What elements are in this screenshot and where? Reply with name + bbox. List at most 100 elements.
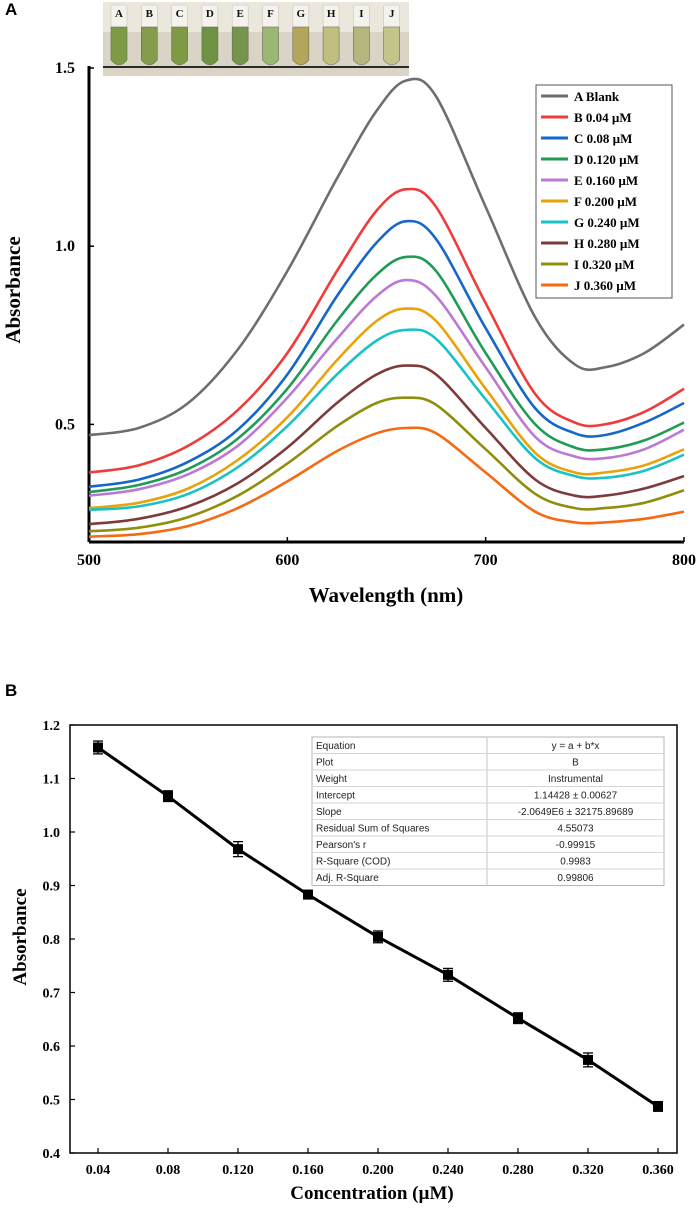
table-value: 0.99806 xyxy=(557,873,594,884)
panel-a-label: A xyxy=(5,0,17,19)
vial-label: B xyxy=(146,8,154,20)
table-value: 4.55073 xyxy=(557,824,594,835)
legend-label: I 0.320 µM xyxy=(574,257,635,272)
data-point xyxy=(443,969,453,980)
table-key: Pearson's r xyxy=(316,840,367,851)
y-tick-label: 1.0 xyxy=(43,826,61,841)
spectrum-curve-j xyxy=(88,426,685,538)
spectrum-curve-a xyxy=(88,77,685,437)
table-key: Plot xyxy=(316,758,333,769)
legend-label: G 0.240 µM xyxy=(574,215,640,230)
spectrum-curve-b xyxy=(88,187,685,474)
spectrum-curve-d xyxy=(88,255,685,494)
fit-statistics-table: Equation y = a + b*x Plot B Weight Instrument… xyxy=(311,736,665,886)
x-tick-label: 0.08 xyxy=(156,1163,181,1178)
vials-photo: A B C D E F G H I J xyxy=(103,2,409,76)
table-value: Instrumental xyxy=(548,774,603,785)
table-key: Intercept xyxy=(316,791,355,802)
panel-b-points xyxy=(93,740,663,1112)
table-value: y = a + b*x xyxy=(552,741,600,752)
vial-body xyxy=(383,26,400,66)
vial-label: D xyxy=(206,8,214,20)
table-value: 0.9983 xyxy=(560,857,591,868)
vial-label: C xyxy=(176,8,184,20)
data-point xyxy=(373,931,383,942)
panel-a-y-axis-title: Absorbance xyxy=(1,236,25,343)
legend-label: E 0.160 µM xyxy=(574,173,638,188)
legend-label: H 0.280 µM xyxy=(574,236,640,251)
table-value: 1.14428 ± 0.00627 xyxy=(534,791,618,802)
y-tick-label: 1.1 xyxy=(43,773,61,788)
data-point xyxy=(163,791,173,802)
x-tick-label: 800 xyxy=(672,552,696,569)
x-tick-label: 0.320 xyxy=(572,1163,604,1178)
x-tick-label: 500 xyxy=(77,552,101,569)
panel-b-y-axis-title: Absorbance xyxy=(10,888,31,985)
y-tick-label: 0.4 xyxy=(43,1147,61,1162)
vial-body xyxy=(141,26,158,66)
panel-a-curves xyxy=(88,77,685,538)
spectrum-curve-e xyxy=(88,278,685,497)
y-tick-label: 1.5 xyxy=(55,60,75,77)
vial-label: I xyxy=(359,8,363,20)
vial-body xyxy=(322,26,340,66)
data-point xyxy=(93,742,103,753)
y-tick-label: 1.0 xyxy=(55,238,75,255)
data-point xyxy=(513,1013,523,1024)
table-key: Weight xyxy=(316,774,347,785)
x-tick-label: 600 xyxy=(275,552,299,569)
x-tick-label: 0.280 xyxy=(502,1163,534,1178)
legend-label: C 0.08 µM xyxy=(574,131,632,146)
vials-group: A B C D E F G H I J xyxy=(110,4,401,66)
vial-body xyxy=(171,26,188,66)
panel-b-ticks: 0.04 0.08 0.120 0.160 0.200 0.240 0.280 0.320 0.… xyxy=(43,719,674,1178)
table-value: -0.99915 xyxy=(556,840,596,851)
vial-body xyxy=(201,26,219,66)
spectrum-curve-h xyxy=(88,364,685,526)
spectrum-curve-g xyxy=(88,328,685,512)
panel-a-chart: A B C D E F G H I J 500 600 700 800 0.5 1.0 1.5 A Blank… xyxy=(1,2,696,607)
legend-label: B 0.04 µM xyxy=(574,110,632,125)
legend-label: J 0.360 µM xyxy=(574,278,636,293)
x-tick-label: 0.240 xyxy=(432,1163,464,1178)
table-key: Residual Sum of Squares xyxy=(316,824,429,835)
panel-a-ticks: 500 600 700 800 0.5 1.0 1.5 xyxy=(55,60,696,569)
vial-label: E xyxy=(237,8,244,20)
panel-b-chart: 0.04 0.08 0.120 0.160 0.200 0.240 0.280 0.320 0.… xyxy=(10,719,678,1204)
vial-label: A xyxy=(115,8,123,20)
x-tick-label: 0.200 xyxy=(362,1163,394,1178)
y-tick-label: 0.9 xyxy=(43,880,61,895)
spectrum-curve-f xyxy=(88,307,685,510)
vial-body xyxy=(110,26,128,66)
panel-a-legend: A Blank B 0.04 µM C 0.08 µM D 0.120 µM E 0.1… xyxy=(535,84,673,299)
table-value: B xyxy=(572,758,579,769)
vial-body xyxy=(353,26,370,66)
legend-label: A Blank xyxy=(574,89,620,104)
vial-label: F xyxy=(267,8,274,20)
data-point xyxy=(583,1054,593,1065)
y-tick-label: 1.2 xyxy=(43,719,61,734)
data-point xyxy=(303,889,313,900)
table-value: -2.0649E6 ± 32175.89689 xyxy=(518,807,634,818)
table-key: Slope xyxy=(316,807,342,818)
table-border xyxy=(311,736,665,886)
y-tick-label: 0.7 xyxy=(43,987,61,1002)
y-tick-label: 0.6 xyxy=(43,1040,61,1055)
vial-label: J xyxy=(389,8,395,20)
vial-label: G xyxy=(297,8,306,20)
x-tick-label: 0.120 xyxy=(222,1163,254,1178)
vial-body xyxy=(231,26,249,66)
y-tick-label: 0.5 xyxy=(43,1094,61,1109)
table-key: R-Square (COD) xyxy=(316,857,390,868)
x-tick-label: 0.360 xyxy=(642,1163,674,1178)
y-tick-label: 0.5 xyxy=(55,416,75,433)
panel-b-label: B xyxy=(5,681,17,700)
x-tick-label: 0.04 xyxy=(86,1163,111,1178)
vial-body xyxy=(292,26,310,66)
table-key: Adj. R-Square xyxy=(316,873,379,884)
panel-a-x-axis-title: Wavelength (nm) xyxy=(309,583,464,607)
panel-b-x-axis-title: Concentration (µM) xyxy=(290,1183,453,1204)
data-point xyxy=(653,1101,663,1112)
legend-label: F 0.200 µM xyxy=(574,194,637,209)
